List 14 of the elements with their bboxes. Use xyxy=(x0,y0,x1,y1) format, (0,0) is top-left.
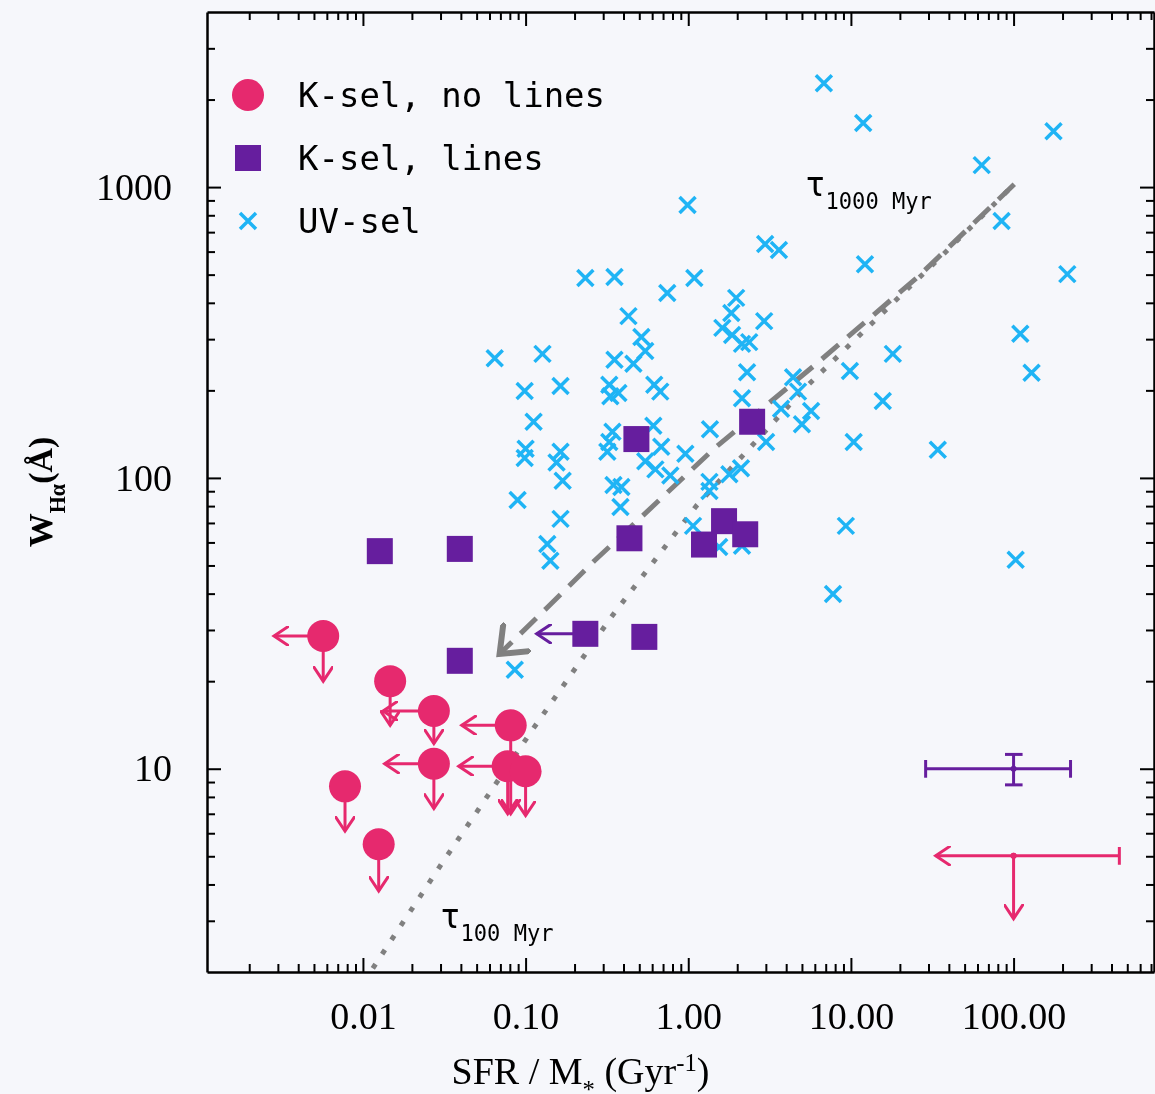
x-axis-title: SFR / M$_{*}$ (Gyr$^{-1}$) xyxy=(451,1048,710,1094)
legend-label: UV-sel xyxy=(298,200,421,241)
x-tick-label: 0.01 xyxy=(330,994,397,1037)
x-tick-label: 100.00 xyxy=(961,994,1067,1037)
legend-label: K-sel, lines xyxy=(298,137,544,178)
y-tick-label: 100 xyxy=(115,456,172,499)
y-tick-label: 1000 xyxy=(96,165,172,208)
x-tick-label: 0.10 xyxy=(492,994,560,1037)
x-tick-label: 1.00 xyxy=(655,994,722,1037)
y-tick-label: 10 xyxy=(134,747,172,790)
x-tick-label: 10.00 xyxy=(808,994,895,1037)
annotation: τ$_{100 Myr}$ xyxy=(440,896,554,946)
annotation: τ$_{1000 Myr}$ xyxy=(805,164,932,214)
legend-label: K-sel, no lines xyxy=(298,74,606,115)
